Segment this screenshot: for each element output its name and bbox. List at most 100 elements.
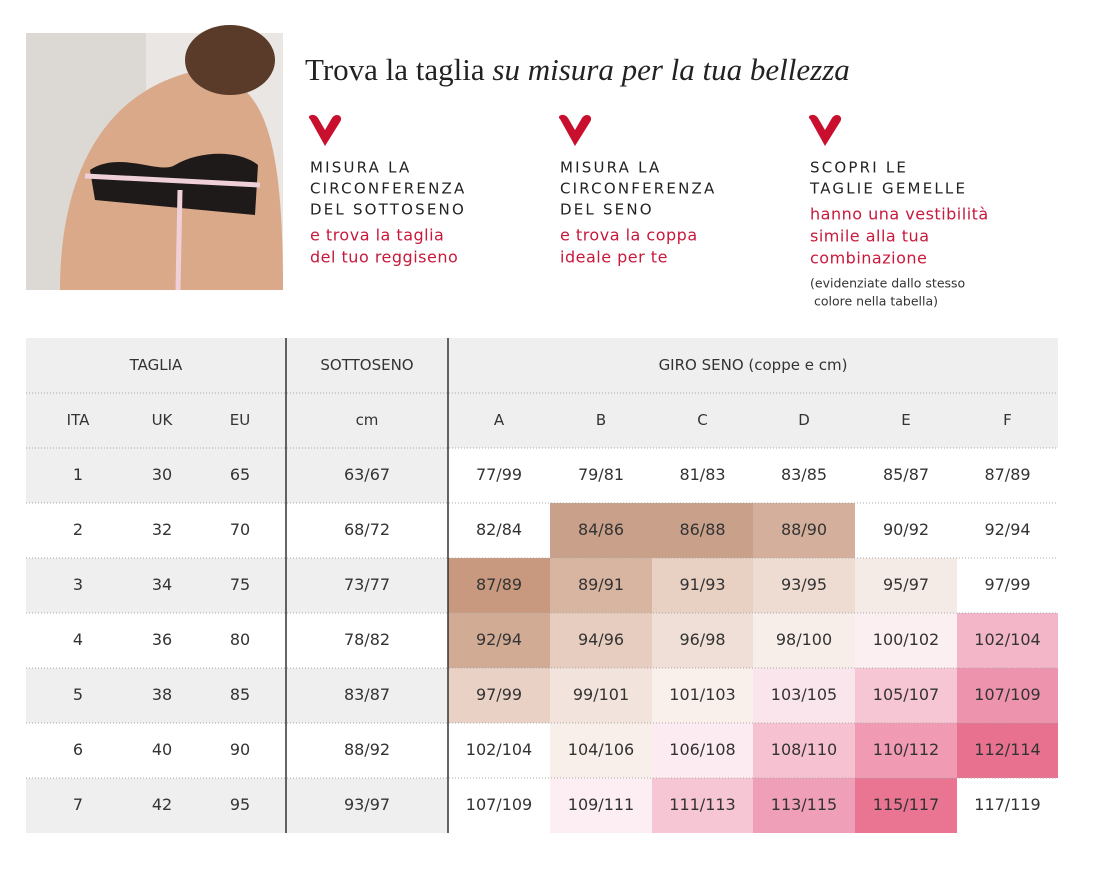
cell: 87/89 <box>476 575 522 594</box>
step-text: ideale per te <box>560 248 668 267</box>
cell: 1 <box>73 465 83 484</box>
cell: 7 <box>73 795 83 814</box>
cell: 105/107 <box>873 685 939 704</box>
step-title: DEL SOTTOSENO <box>310 201 466 219</box>
cell-bg <box>957 448 1058 503</box>
cell: 113/115 <box>771 795 837 814</box>
step-text: e trova la coppa <box>560 226 698 245</box>
title-normal: Trova la taglia <box>305 52 485 87</box>
cell-bg <box>855 778 957 833</box>
cell: 75 <box>230 575 250 594</box>
heart-icon <box>558 114 592 146</box>
cell: 106/108 <box>669 740 735 759</box>
column-header: C <box>697 411 707 429</box>
cell: 80 <box>230 630 250 649</box>
cell-bg <box>957 723 1058 778</box>
cell: 102/104 <box>466 740 532 759</box>
group-header: SOTTOSENO <box>320 356 413 374</box>
cell: 98/100 <box>776 630 832 649</box>
cell: 63/67 <box>344 465 390 484</box>
cell-bg <box>855 723 957 778</box>
cell-bg <box>550 668 652 723</box>
cell-bg <box>448 503 550 558</box>
column-header: F <box>1003 411 1012 429</box>
cell: 115/117 <box>873 795 939 814</box>
cell-bg <box>753 723 855 778</box>
cell: 85 <box>230 685 250 704</box>
row-bg <box>26 723 448 778</box>
cell-bg <box>855 558 957 613</box>
cell: 95 <box>230 795 250 814</box>
cell: 82/84 <box>476 520 522 539</box>
cell: 93/95 <box>781 575 827 594</box>
cell: 6 <box>73 740 83 759</box>
cell: 78/82 <box>344 630 390 649</box>
cell-bg <box>957 503 1058 558</box>
cell: 36 <box>152 630 172 649</box>
cell-bg <box>855 668 957 723</box>
cell: 110/112 <box>873 740 939 759</box>
title-italic: su misura per la tua bellezza <box>492 52 849 87</box>
cell: 104/106 <box>568 740 634 759</box>
cell-bg <box>652 668 753 723</box>
cell: 88/90 <box>781 520 827 539</box>
row-bg <box>26 448 448 503</box>
cell-bg <box>957 668 1058 723</box>
cell-bg <box>957 613 1058 668</box>
row-bg <box>26 503 448 558</box>
cell-bg <box>855 448 957 503</box>
cell: 107/109 <box>974 685 1040 704</box>
cell-bg <box>753 558 855 613</box>
cell: 4 <box>73 630 83 649</box>
cell: 90/92 <box>883 520 929 539</box>
step-text: hanno una vestibilità <box>810 205 989 224</box>
cell-bg <box>753 613 855 668</box>
column-header: cm <box>356 411 379 429</box>
cell-bg <box>652 778 753 833</box>
cell: 30 <box>152 465 172 484</box>
cell: 99/101 <box>573 685 629 704</box>
cell: 96/98 <box>679 630 725 649</box>
cell: 101/103 <box>669 685 735 704</box>
step-title: CIRCONFERENZA <box>310 180 466 198</box>
column-header: B <box>596 411 606 429</box>
cell-bg <box>957 558 1058 613</box>
cell: 102/104 <box>974 630 1040 649</box>
cell: 65 <box>230 465 250 484</box>
steps: MISURA LA CIRCONFERENZA DEL SOTTOSENO e tro… <box>308 114 989 309</box>
cell: 103/105 <box>771 685 837 704</box>
cell-bg <box>652 558 753 613</box>
cell: 97/99 <box>984 575 1030 594</box>
step-title: CIRCONFERENZA <box>560 180 716 198</box>
column-header: A <box>494 411 505 429</box>
cell-bg <box>753 448 855 503</box>
cell-bg <box>448 668 550 723</box>
cell-bg <box>550 503 652 558</box>
cell-bg <box>550 558 652 613</box>
row-bg <box>26 613 448 668</box>
cell: 79/81 <box>578 465 624 484</box>
cell: 86/88 <box>679 520 725 539</box>
column-header: E <box>901 411 910 429</box>
cell: 3 <box>73 575 83 594</box>
cell: 93/97 <box>344 795 390 814</box>
cell-bg <box>550 613 652 668</box>
cell: 89/91 <box>578 575 624 594</box>
cell-bg <box>652 723 753 778</box>
step-title: DEL SENO <box>560 201 654 219</box>
cell: 73/77 <box>344 575 390 594</box>
cell-bg <box>448 613 550 668</box>
cell: 112/114 <box>974 740 1040 759</box>
cell-bg <box>448 558 550 613</box>
size-table: TAGLIA SOTTOSENO GIRO SENO (coppe e cm) ITA… <box>26 338 1058 833</box>
cell-bg <box>753 778 855 833</box>
group-header: TAGLIA <box>129 356 183 374</box>
group-header: GIRO SENO (coppe e cm) <box>659 356 848 374</box>
step-text: e trova la taglia <box>310 226 444 245</box>
row-bg <box>26 558 448 613</box>
cell: 68/72 <box>344 520 390 539</box>
row-bg <box>26 668 448 723</box>
cell: 90 <box>230 740 250 759</box>
step-note: (evidenziate dallo stesso <box>810 276 965 291</box>
step-title: MISURA LA <box>310 159 411 177</box>
